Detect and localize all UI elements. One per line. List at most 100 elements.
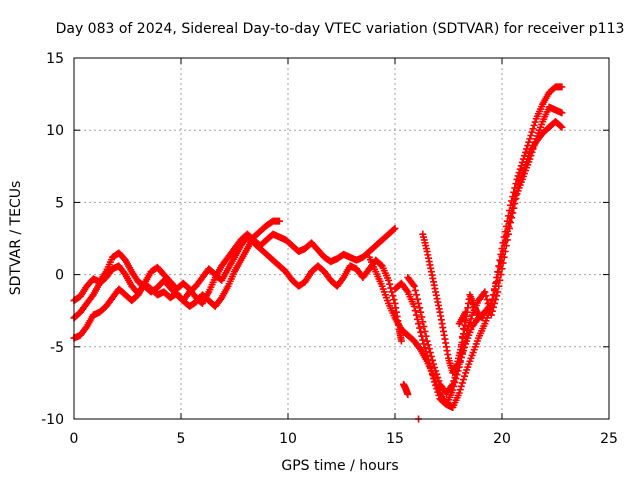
data-point [467, 315, 475, 323]
data-point [507, 213, 515, 221]
data-point [488, 295, 496, 303]
data-point [487, 311, 495, 319]
y-tick-label: 5 [55, 195, 64, 211]
data-point [529, 125, 537, 133]
data-point [493, 292, 501, 300]
data-point [411, 286, 419, 294]
series-8 [400, 308, 470, 423]
data-point [410, 282, 418, 290]
data-point [512, 191, 520, 199]
x-tick-label: 15 [386, 431, 404, 447]
series-7 [419, 230, 487, 377]
x-tick-label: 10 [279, 431, 297, 447]
data-point [458, 333, 466, 341]
data-point [558, 83, 566, 91]
data-point [479, 314, 487, 322]
data-point [500, 242, 508, 250]
data-point [409, 281, 417, 289]
data-point [499, 247, 507, 255]
data-point [422, 332, 430, 340]
data-point [385, 276, 393, 284]
data-point [508, 209, 516, 217]
data-point [488, 307, 496, 315]
data-point [502, 232, 510, 240]
data-point [389, 292, 397, 300]
data-point [496, 263, 504, 271]
data-point [487, 299, 495, 307]
data-point [497, 258, 505, 266]
data-point [416, 304, 424, 312]
data-point [451, 374, 459, 382]
x-tick-label: 20 [493, 431, 511, 447]
data-point [509, 204, 517, 212]
data-point [522, 148, 530, 156]
data-point [432, 367, 440, 375]
data-point [494, 273, 502, 281]
data-point [417, 328, 425, 336]
data-point [426, 349, 434, 357]
data-point [419, 336, 427, 344]
y-tick-label: -5 [50, 340, 64, 356]
data-point [423, 337, 431, 345]
data-point [424, 341, 432, 349]
data-point [415, 320, 423, 328]
data-point [486, 301, 494, 309]
data-point [435, 391, 443, 399]
data-point [482, 292, 490, 300]
data-point [275, 217, 283, 225]
data-point [418, 313, 426, 321]
data-point [415, 299, 423, 307]
series-5 [391, 103, 566, 409]
data-point [421, 327, 429, 335]
data-points [70, 83, 566, 423]
data-point [525, 138, 533, 146]
data-point [557, 122, 565, 130]
data-point [425, 345, 433, 353]
data-point [515, 169, 523, 177]
data-point [403, 286, 411, 294]
data-point [413, 315, 421, 323]
data-point [427, 352, 435, 360]
data-point [433, 370, 441, 378]
data-point [462, 308, 470, 316]
data-point [431, 378, 439, 386]
data-point [434, 388, 442, 396]
data-point [412, 311, 420, 319]
data-point [489, 291, 497, 299]
data-point [428, 356, 436, 364]
data-point [455, 389, 463, 397]
data-point [459, 325, 467, 333]
data-point [528, 128, 536, 136]
data-point [448, 382, 456, 390]
data-point [513, 187, 521, 195]
data-point [493, 278, 501, 286]
grid-lines [74, 58, 609, 419]
data-point [505, 218, 513, 226]
data-point [461, 372, 469, 380]
data-point [491, 286, 499, 294]
data-point [458, 379, 466, 387]
chart-title: Day 083 of 2024, Sidereal Day-to-day VTE… [56, 21, 625, 37]
data-point [495, 268, 503, 276]
data-point [456, 386, 464, 394]
data-point [511, 196, 519, 204]
data-point [461, 316, 469, 324]
data-point [433, 385, 441, 393]
data-point [526, 135, 534, 143]
data-point [498, 252, 506, 260]
data-point [514, 183, 522, 191]
data-point [558, 109, 566, 117]
data-point [412, 291, 420, 299]
data-point [530, 121, 538, 129]
data-point [417, 308, 425, 316]
x-tick-label: 5 [177, 431, 186, 447]
data-point [510, 200, 518, 208]
data-point [515, 180, 523, 188]
data-point [434, 374, 442, 382]
tick-labels: 0 5 10 15 20 25 -10 -5 0 5 10 15 [41, 51, 618, 447]
data-point [494, 288, 502, 296]
axis-ticks [73, 57, 610, 420]
data-point [501, 237, 509, 245]
data-point [450, 377, 458, 385]
